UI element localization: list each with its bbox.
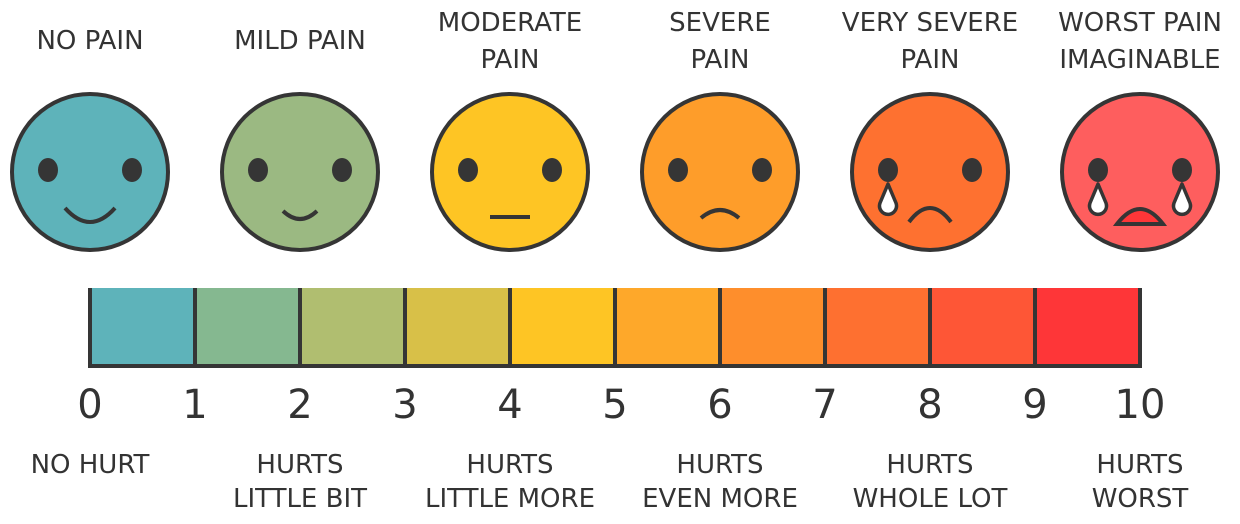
eye-icon: [1172, 158, 1192, 182]
scale-number: 10: [1115, 382, 1166, 428]
hurt-descriptor: HURTS: [256, 450, 343, 480]
hurt-descriptor: HURTS: [466, 450, 553, 480]
eye-icon: [962, 158, 982, 182]
scale-number: 4: [497, 382, 522, 428]
hurt-descriptor: HURTS: [1096, 450, 1183, 480]
face-title: MODERATE: [438, 8, 582, 38]
eye-icon: [458, 158, 478, 182]
scale-number: 2: [287, 382, 312, 428]
scale-segment-0: [90, 288, 195, 366]
smile-mouth-icon: [281, 209, 319, 221]
hurt-descriptor: HURTS: [886, 450, 973, 480]
face-1: MILD PAIN: [220, 26, 380, 252]
eye-icon: [332, 158, 352, 182]
face-circle: [430, 92, 590, 252]
scale-segment-4: [510, 288, 615, 366]
scale-segment-7: [825, 288, 930, 366]
hurt-descriptor: WHOLE LOT: [853, 484, 1008, 514]
scale-number: 6: [707, 382, 732, 428]
face-circle: [640, 92, 800, 252]
tear-icon: [877, 182, 899, 217]
face-0: NO PAIN: [10, 26, 170, 252]
scale-number: 3: [392, 382, 417, 428]
scale-number: 0: [77, 382, 102, 428]
face-title: SEVERE: [669, 8, 771, 38]
frown-mouth-icon: [907, 206, 953, 224]
hurt-descriptor: WORST: [1092, 484, 1189, 514]
scale-number: 1: [182, 382, 207, 428]
eye-icon: [542, 158, 562, 182]
scale-number: 5: [602, 382, 627, 428]
hurt-descriptor: LITTLE MORE: [425, 484, 595, 514]
scale-number: 9: [1022, 382, 1047, 428]
open-mouth-icon: [1112, 207, 1168, 226]
face-3: SEVERE PAIN: [640, 8, 800, 252]
face-title: PAIN: [481, 45, 540, 75]
eye-icon: [668, 158, 688, 182]
smile-mouth-icon: [63, 206, 117, 224]
face-circle: [850, 92, 1010, 252]
face-2: MODERATE PAIN: [430, 8, 590, 252]
face-title: IMAGINABLE: [1059, 45, 1220, 75]
tear-icon: [1171, 182, 1193, 217]
eye-icon: [248, 158, 268, 182]
hurt-descriptor: EVEN MORE: [642, 484, 798, 514]
tear-icon: [1087, 182, 1109, 217]
scale-segment-5: [615, 288, 720, 366]
scale-segment-8: [930, 288, 1035, 366]
scale-number: 8: [917, 382, 942, 428]
scale-number: 7: [812, 382, 837, 428]
eye-icon: [752, 158, 772, 182]
face-title: NO PAIN: [36, 26, 143, 56]
eye-icon: [38, 158, 58, 182]
eye-icon: [878, 158, 898, 182]
face-5: WORST PAIN IMAGINABLE: [1058, 8, 1222, 252]
scale-segment-9: [1035, 288, 1140, 366]
scale-segment-1: [195, 288, 300, 366]
face-title: PAIN: [901, 45, 960, 75]
color-scale-bar: [88, 288, 1142, 368]
face-title: PAIN: [691, 45, 750, 75]
scale-segment-6: [720, 288, 825, 366]
face-circle: [10, 92, 170, 252]
eye-icon: [1088, 158, 1108, 182]
hurt-descriptor: LITTLE BIT: [233, 484, 367, 514]
hurt-descriptor: HURTS: [676, 450, 763, 480]
face-title: WORST PAIN: [1058, 8, 1222, 38]
face-4: VERY SEVERE PAIN: [842, 8, 1018, 252]
hurt-descriptor: NO HURT: [31, 450, 150, 480]
scale-segment-2: [300, 288, 405, 366]
face-circle: [1060, 92, 1220, 252]
face-title: VERY SEVERE: [842, 8, 1018, 38]
frown-mouth-icon: [699, 208, 741, 220]
face-circle: [220, 92, 380, 252]
face-title: MILD PAIN: [234, 26, 366, 56]
eye-icon: [122, 158, 142, 182]
scale-segment-3: [405, 288, 510, 366]
